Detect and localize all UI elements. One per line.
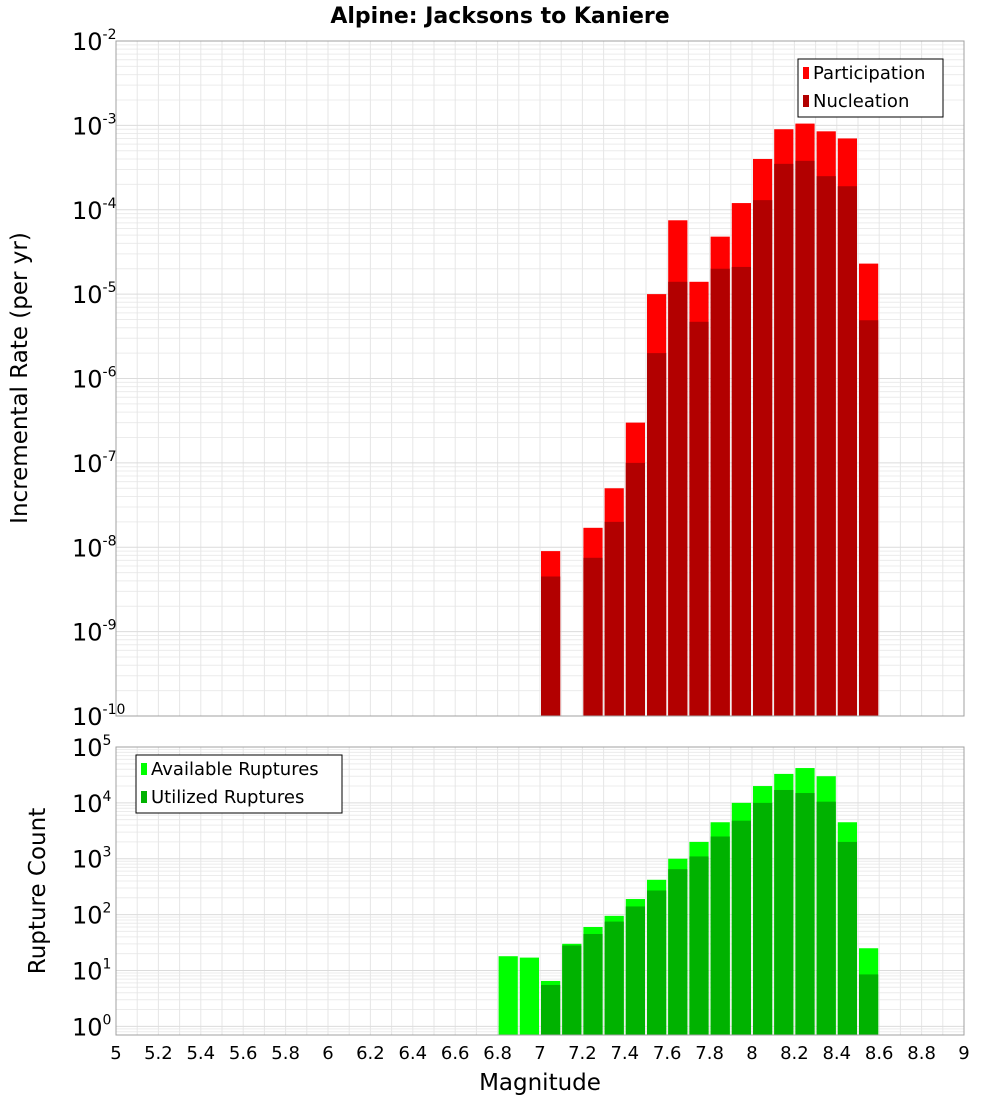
x-tick-label: 6 xyxy=(322,1043,333,1064)
rate-bar-series2 xyxy=(625,462,645,716)
count-bar-series2 xyxy=(541,984,561,1035)
rate-bar-series2 xyxy=(837,186,857,716)
rate-bar-series2 xyxy=(859,320,879,716)
y-tick-label: 100 xyxy=(72,1012,111,1041)
rate-legend-box xyxy=(797,58,944,118)
x-tick-label: 5.8 xyxy=(271,1043,300,1064)
rate-bar-series2 xyxy=(647,353,667,716)
y-tick-label: 105 xyxy=(72,733,111,762)
x-axis-label: Magnitude xyxy=(479,1070,601,1096)
rate-bar-series2 xyxy=(731,266,751,716)
y-tick-label: 104 xyxy=(72,789,112,818)
count-bar-series2 xyxy=(625,906,645,1035)
count-bar-series2 xyxy=(604,921,624,1035)
rate-bar-series2 xyxy=(795,160,815,717)
y-axis-label-rate: Incremental Rate (per yr) xyxy=(7,232,33,524)
rate-bar-series2 xyxy=(604,521,624,716)
x-tick-label: 6.4 xyxy=(398,1043,427,1064)
y-tick-label: 102 xyxy=(72,901,111,930)
x-tick-label: 7.8 xyxy=(695,1043,724,1064)
x-tick-label: 7.2 xyxy=(568,1043,597,1064)
legend-swatch xyxy=(141,763,147,775)
rate-plot-border xyxy=(115,40,965,717)
legend-swatch xyxy=(803,67,809,79)
x-tick-label: 8 xyxy=(746,1043,757,1064)
count-legend-box xyxy=(135,754,343,814)
legend-label: Available Ruptures xyxy=(151,759,319,780)
legend-swatch xyxy=(141,791,147,803)
x-tick-label: 7 xyxy=(534,1043,545,1064)
y-tick-label: 10-8 xyxy=(72,533,117,562)
x-tick-label: 5.6 xyxy=(229,1043,258,1064)
rate-bar-series2 xyxy=(816,176,836,716)
rate-bar-series2 xyxy=(668,281,688,716)
x-tick-label: 6.2 xyxy=(356,1043,385,1064)
count-bar-series2 xyxy=(583,933,603,1035)
y-tick-label: 101 xyxy=(72,956,111,985)
count-bar-series2 xyxy=(837,841,857,1035)
y-tick-label: 10-6 xyxy=(72,365,117,394)
count-panel: 100 101 102 103 104 105 Available Ruptures Util… xyxy=(72,733,965,1041)
count-bar-series2 xyxy=(731,820,751,1035)
count-bar-series2 xyxy=(774,789,794,1035)
x-tick-label: 8.4 xyxy=(822,1043,851,1064)
x-tick-label: 7.6 xyxy=(653,1043,682,1064)
x-tick-label: 5 xyxy=(110,1043,121,1064)
x-tick-label: 8.8 xyxy=(907,1043,936,1064)
x-tick-label: 9 xyxy=(958,1043,969,1064)
y-tick-label: 10-5 xyxy=(72,280,117,309)
rate-bar-series2 xyxy=(774,163,794,717)
x-tick-label: 5.4 xyxy=(186,1043,215,1064)
x-tick-label: 8.2 xyxy=(780,1043,809,1064)
x-tick-label: 6.8 xyxy=(483,1043,512,1064)
y-tick-label: 10-7 xyxy=(72,449,117,478)
count-bar-series2 xyxy=(859,974,879,1035)
x-tick-label: 6.6 xyxy=(441,1043,470,1064)
count-bar-series2 xyxy=(647,890,667,1035)
y-tick-label: 10-9 xyxy=(72,618,117,647)
y-tick-label: 103 xyxy=(72,845,111,874)
count-bar-series1 xyxy=(498,956,518,1035)
count-bar-series2 xyxy=(816,801,836,1035)
count-bar-series2 xyxy=(689,856,709,1035)
count-bar-series1 xyxy=(519,957,539,1035)
count-bar-series2 xyxy=(562,945,582,1035)
rate-panel: 10-10 10-9 10-8 10-7 10-6 10-5 10-4 10-3 10-2 Par… xyxy=(72,27,965,731)
legend-label: Nucleation xyxy=(813,91,909,112)
x-tick-label: 5.2 xyxy=(144,1043,173,1064)
x-tick-label: 7.4 xyxy=(610,1043,639,1064)
count-plot-border xyxy=(115,746,965,1036)
rate-bar-series2 xyxy=(583,557,603,716)
legend-label: Participation xyxy=(813,63,925,84)
count-bar-series2 xyxy=(753,802,773,1035)
rate-bar-series2 xyxy=(689,321,709,716)
chart-title: Alpine: Jacksons to Kaniere xyxy=(330,4,669,29)
y-tick-label: 10-3 xyxy=(72,111,117,140)
count-bar-series2 xyxy=(795,793,815,1035)
rate-bar-series2 xyxy=(753,200,773,716)
rate-bar-series2 xyxy=(710,268,730,716)
legend-swatch xyxy=(803,95,809,107)
y-tick-label: 10-4 xyxy=(72,196,117,225)
count-bar-series2 xyxy=(710,836,730,1035)
legend-label: Utilized Ruptures xyxy=(151,787,304,808)
y-tick-label: 10-10 xyxy=(72,702,125,731)
count-bar-series2 xyxy=(668,869,688,1035)
rate-bar-series2 xyxy=(541,576,561,716)
y-axis-label-count: Rupture Count xyxy=(25,808,51,974)
y-tick-label: 10-2 xyxy=(72,27,117,56)
x-tick-label: 8.6 xyxy=(865,1043,894,1064)
